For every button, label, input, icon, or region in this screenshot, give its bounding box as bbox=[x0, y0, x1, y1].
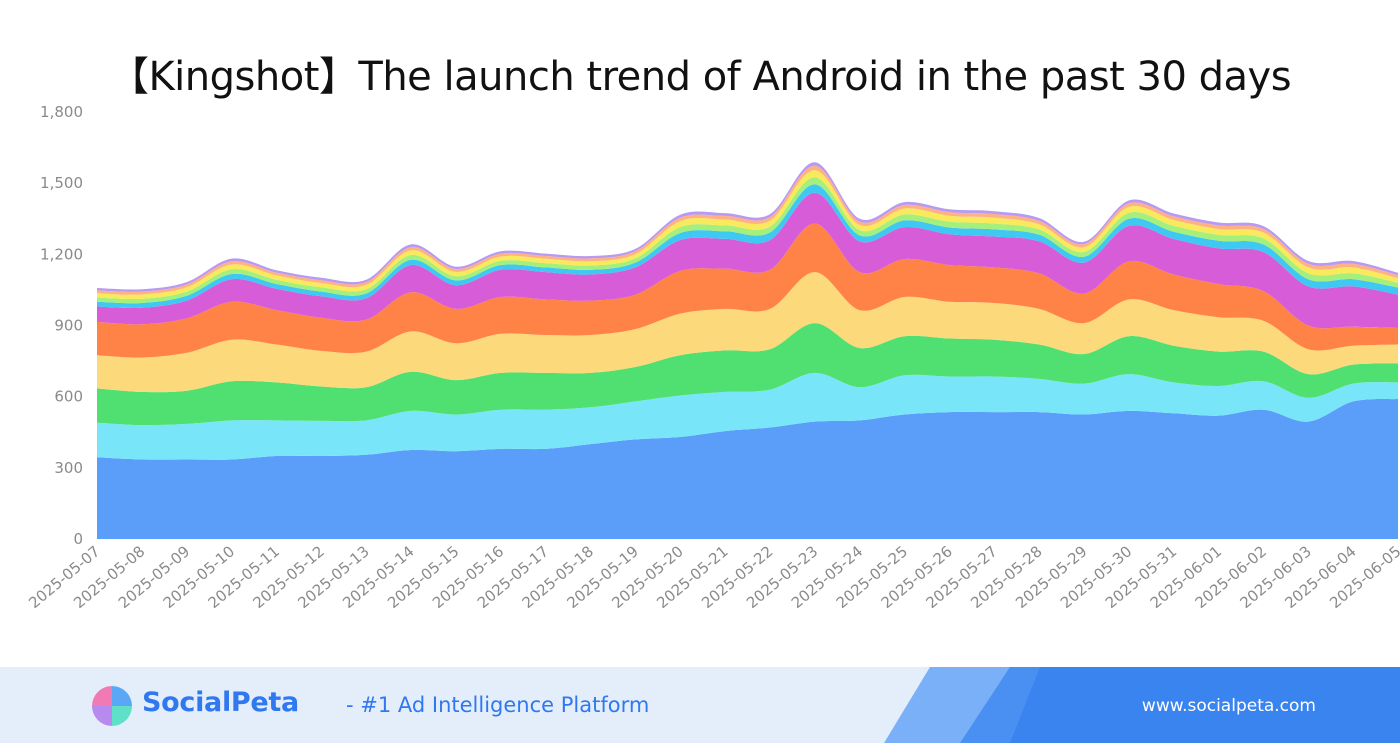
area-series-6 bbox=[97, 192, 1398, 329]
area-series-5 bbox=[97, 223, 1398, 358]
footer-decoration bbox=[884, 667, 1400, 743]
y-tick-label: 1,800 bbox=[40, 103, 83, 121]
area-series-2 bbox=[97, 372, 1398, 460]
socialpeta-logo-icon bbox=[92, 686, 132, 726]
y-tick-label: 600 bbox=[54, 388, 83, 406]
y-tick-label: 1,200 bbox=[40, 245, 83, 263]
area-series-4 bbox=[97, 272, 1398, 393]
stacked-area-chart: 0 300 600 900 1,200 1,500 1,800 2025-05-072025… bbox=[25, 103, 1400, 612]
footer-banner: SocialPeta - #1 Ad Intelligence Platform… bbox=[0, 667, 1400, 743]
y-axis: 0 300 600 900 1,200 1,500 1,800 bbox=[40, 103, 83, 548]
y-tick-label: 900 bbox=[54, 317, 83, 335]
y-tick-label: 300 bbox=[54, 459, 83, 477]
area-series-3 bbox=[97, 323, 1398, 426]
y-tick-label: 0 bbox=[73, 530, 83, 548]
footer-url[interactable]: www.socialpeta.com bbox=[1141, 696, 1316, 716]
x-axis: 2025-05-072025-05-082025-05-092025-05-10… bbox=[25, 542, 1400, 612]
footer-tagline: - #1 Ad Intelligence Platform bbox=[346, 693, 650, 717]
y-tick-label: 1,500 bbox=[40, 174, 83, 192]
area-series-group bbox=[97, 162, 1398, 539]
footer-brand: SocialPeta bbox=[142, 687, 299, 718]
area-series-1 bbox=[97, 398, 1398, 539]
chart-title: 【Kingshot】The launch trend of Android in… bbox=[108, 54, 1292, 100]
